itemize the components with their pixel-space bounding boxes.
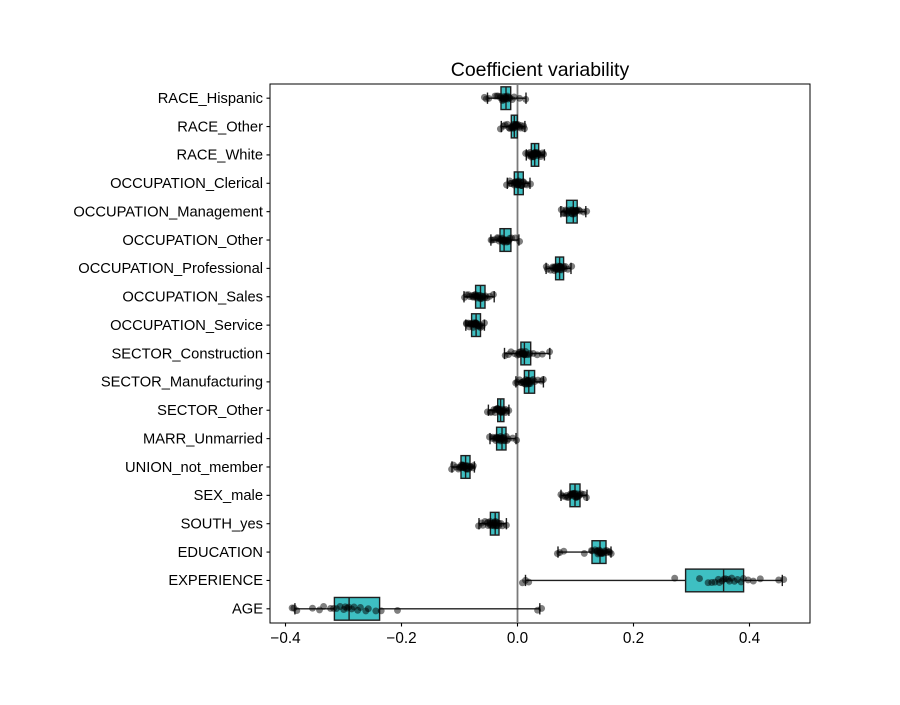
svg-text:RACE_White: RACE_White — [176, 148, 263, 164]
svg-text:0.2: 0.2 — [623, 630, 644, 647]
svg-text:−0.2: −0.2 — [386, 630, 416, 647]
svg-text:OCCUPATION_Clerical: OCCUPATION_Clerical — [110, 176, 263, 192]
svg-text:0.0: 0.0 — [507, 630, 528, 647]
svg-text:RACE_Hispanic: RACE_Hispanic — [158, 91, 263, 107]
svg-text:RACE_Other: RACE_Other — [177, 119, 263, 135]
svg-text:OCCUPATION_Other: OCCUPATION_Other — [122, 233, 263, 249]
svg-text:OCCUPATION_Professional: OCCUPATION_Professional — [78, 261, 263, 277]
svg-text:EDUCATION: EDUCATION — [178, 545, 263, 561]
svg-text:SEX_male: SEX_male — [194, 488, 263, 504]
svg-text:SECTOR_Other: SECTOR_Other — [157, 403, 263, 419]
svg-text:UNION_not_member: UNION_not_member — [125, 460, 263, 476]
svg-text:SOUTH_yes: SOUTH_yes — [181, 517, 263, 533]
svg-text:OCCUPATION_Sales: OCCUPATION_Sales — [122, 290, 263, 306]
svg-text:0.4: 0.4 — [739, 630, 761, 647]
svg-text:AGE: AGE — [232, 602, 263, 618]
svg-text:EXPERIENCE: EXPERIENCE — [168, 573, 263, 589]
svg-text:OCCUPATION_Service: OCCUPATION_Service — [110, 318, 263, 334]
svg-text:OCCUPATION_Management: OCCUPATION_Management — [73, 204, 263, 220]
svg-text:MARR_Unmarried: MARR_Unmarried — [143, 431, 263, 447]
svg-text:SECTOR_Manufacturing: SECTOR_Manufacturing — [101, 375, 263, 391]
svg-text:−0.4: −0.4 — [270, 630, 301, 647]
svg-text:Coefficient variability: Coefficient variability — [451, 59, 630, 81]
svg-text:SECTOR_Construction: SECTOR_Construction — [111, 346, 263, 362]
